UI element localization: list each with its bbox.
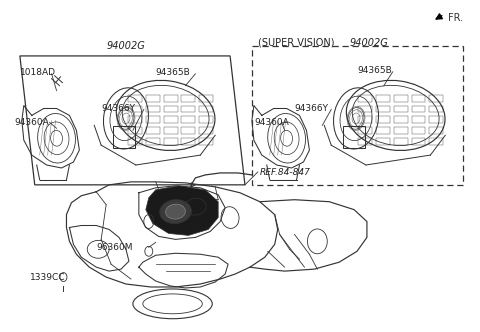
Polygon shape bbox=[146, 186, 218, 235]
Text: 94365B: 94365B bbox=[156, 68, 191, 77]
Text: (SUPER VISION): (SUPER VISION) bbox=[258, 38, 335, 48]
Text: 94360A: 94360A bbox=[254, 118, 288, 127]
Text: 94002G: 94002G bbox=[107, 41, 145, 51]
Text: REF.84-847: REF.84-847 bbox=[260, 168, 311, 177]
Text: 94366Y: 94366Y bbox=[295, 104, 328, 113]
Text: 94365B: 94365B bbox=[357, 66, 392, 75]
Text: FR.: FR. bbox=[448, 13, 463, 23]
Text: 96360M: 96360M bbox=[96, 243, 132, 252]
Text: 1018AD: 1018AD bbox=[20, 68, 56, 77]
Ellipse shape bbox=[160, 200, 192, 223]
Text: 1339CC: 1339CC bbox=[30, 273, 65, 282]
Text: 94366Y: 94366Y bbox=[101, 104, 135, 113]
Ellipse shape bbox=[166, 204, 185, 219]
Text: 94360A: 94360A bbox=[14, 118, 48, 127]
Text: 94002G: 94002G bbox=[349, 38, 388, 48]
